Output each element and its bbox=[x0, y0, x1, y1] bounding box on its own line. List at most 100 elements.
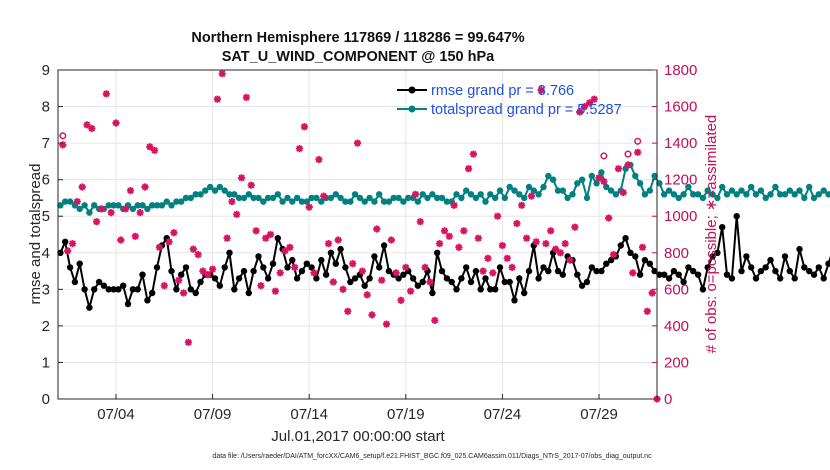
obs-possible-marker bbox=[624, 150, 632, 158]
obs-assimilated-marker bbox=[634, 148, 642, 156]
obs-assimilated-marker bbox=[489, 269, 497, 277]
asterisk-glyph bbox=[460, 227, 468, 235]
rmse-point bbox=[115, 286, 122, 293]
asterisk-glyph bbox=[334, 236, 342, 244]
asterisk-glyph bbox=[68, 240, 77, 248]
rmse-point bbox=[182, 264, 190, 271]
legend-rmse-marker bbox=[408, 86, 416, 94]
obs-assimilated-marker bbox=[474, 234, 482, 242]
obs-assimilated-marker bbox=[204, 271, 212, 279]
rmse-point bbox=[699, 286, 707, 293]
obs-assimilated-marker bbox=[624, 161, 632, 169]
spread-point bbox=[535, 191, 542, 198]
rmse-point bbox=[632, 253, 639, 260]
rmse-point bbox=[501, 278, 508, 286]
rmse-point bbox=[221, 264, 228, 271]
rmse-point bbox=[235, 275, 243, 282]
spread-point bbox=[545, 172, 552, 180]
data-file-footnote: data file: /Users/raeder/DAI/ATM_forcXX/… bbox=[212, 453, 652, 460]
y-tick-label: 3 bbox=[42, 281, 50, 298]
rmse-point bbox=[651, 267, 658, 275]
rmse-point bbox=[646, 260, 653, 267]
rmse-point bbox=[264, 275, 272, 282]
obs-assimilated-marker bbox=[165, 238, 173, 246]
asterisk-glyph bbox=[305, 203, 313, 211]
rmse-point bbox=[467, 278, 475, 286]
rmse-point bbox=[825, 260, 830, 267]
asterisk-glyph bbox=[503, 254, 511, 262]
chart-title: Northern Hemisphere 117869 / 118286 = 99… bbox=[191, 30, 524, 65]
spread-point bbox=[115, 202, 122, 209]
rmse-point bbox=[574, 271, 581, 278]
spread-point bbox=[530, 187, 537, 194]
rmse-point bbox=[351, 275, 359, 282]
rmse-point bbox=[134, 286, 141, 293]
rmse-point bbox=[86, 304, 93, 311]
asterisk-glyph bbox=[339, 285, 347, 293]
obs-assimilated-marker bbox=[334, 236, 342, 244]
rmse-point bbox=[192, 289, 199, 297]
spread-point bbox=[240, 194, 248, 202]
obs-assimilated-marker bbox=[281, 247, 289, 255]
rmse-point bbox=[173, 286, 180, 293]
rmse-point bbox=[665, 275, 673, 282]
rmse-point bbox=[820, 275, 827, 282]
obs-assimilated-marker bbox=[344, 307, 352, 315]
rmse-point bbox=[593, 267, 600, 275]
totalspread-series bbox=[57, 161, 830, 216]
y2-tick-label: 600 bbox=[664, 281, 689, 298]
spread-point bbox=[767, 191, 774, 198]
obs-assimilated-marker bbox=[189, 245, 197, 253]
y-tick-label: 0 bbox=[42, 391, 50, 408]
asterisk-glyph bbox=[436, 240, 444, 248]
asterisk-glyph bbox=[315, 156, 323, 164]
chart-title-line-1: Northern Hemisphere 117869 / 118286 = 99… bbox=[191, 30, 524, 46]
asterisk-glyph bbox=[638, 243, 647, 251]
spread-point bbox=[255, 194, 262, 202]
obs-assimilated-marker bbox=[141, 183, 149, 191]
obs-count-series bbox=[59, 70, 661, 403]
asterisk-glyph bbox=[262, 234, 270, 242]
rmse-point bbox=[535, 275, 542, 282]
y2-tick-label: 800 bbox=[664, 245, 689, 262]
spread-point bbox=[801, 194, 808, 202]
rmse-point bbox=[443, 275, 451, 282]
obs-assimilated-marker bbox=[648, 289, 656, 297]
spread-point bbox=[704, 187, 711, 194]
asterisk-glyph bbox=[59, 141, 67, 149]
rmse-point bbox=[496, 264, 504, 271]
rmse-point bbox=[91, 286, 98, 293]
rmse-point bbox=[434, 249, 441, 256]
spread-point bbox=[390, 194, 397, 202]
obs-assimilated-marker bbox=[368, 311, 376, 319]
rmse-point bbox=[772, 267, 779, 275]
spread-point bbox=[496, 187, 504, 194]
spread-point bbox=[405, 194, 412, 202]
obs-assimilated-marker bbox=[402, 263, 410, 271]
rmse-point bbox=[66, 264, 74, 271]
asterisk-glyph bbox=[378, 276, 386, 284]
obs-assimilated-marker bbox=[68, 240, 77, 248]
y-tick-label: 8 bbox=[42, 99, 50, 116]
obs-assimilated-marker bbox=[532, 238, 540, 246]
asterisk-glyph bbox=[634, 148, 642, 156]
x-tick-label: 07/09 bbox=[194, 406, 232, 423]
asterisk-glyph bbox=[344, 307, 352, 315]
spread-point bbox=[289, 198, 296, 205]
chart-title-line-2: SAT_U_WIND_COMPONENT @ 150 hPa bbox=[222, 49, 495, 65]
asterisk-glyph bbox=[508, 263, 516, 271]
spread-point bbox=[738, 187, 745, 194]
y2-tick-label: 1400 bbox=[664, 135, 697, 152]
spread-point bbox=[293, 194, 301, 202]
spread-point bbox=[337, 194, 344, 202]
rmse-point bbox=[76, 260, 83, 267]
spread-point bbox=[173, 198, 180, 205]
y-axis-label: rmse and totalspread bbox=[27, 164, 44, 305]
obs-assimilated-marker bbox=[88, 124, 96, 133]
rmse-point bbox=[723, 271, 731, 278]
obs-assimilated-marker bbox=[276, 269, 284, 277]
rmse-point bbox=[810, 271, 818, 278]
y2-tick-label: 0 bbox=[664, 391, 672, 408]
spread-point bbox=[588, 172, 595, 180]
